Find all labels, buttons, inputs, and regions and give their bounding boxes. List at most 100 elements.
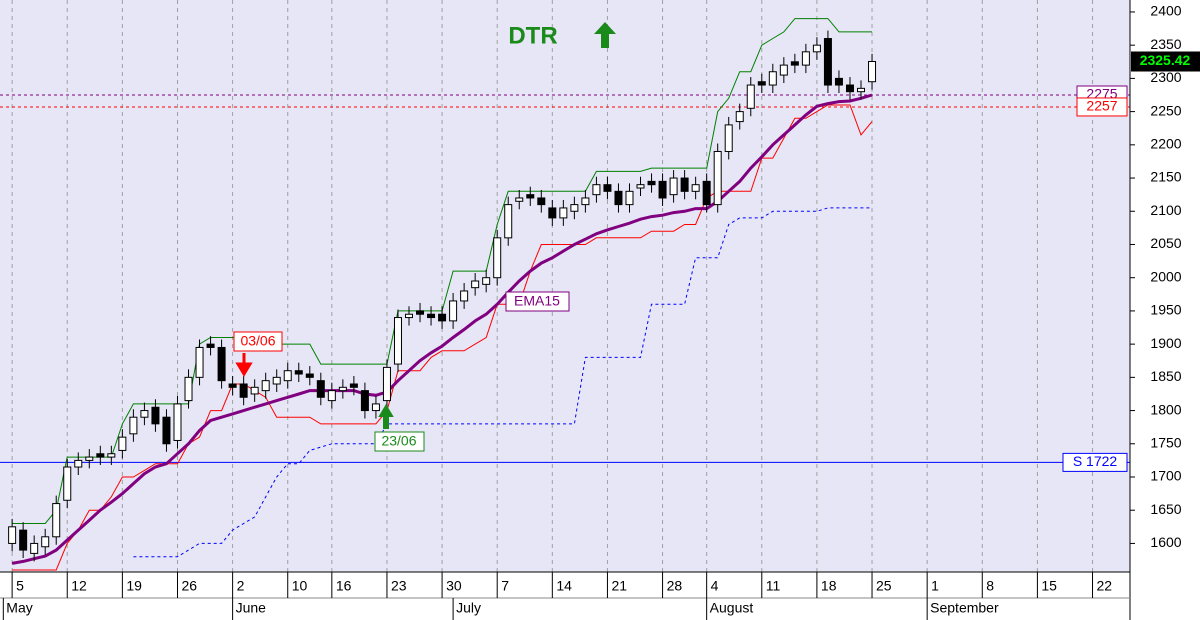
- candle-body: [338, 386, 347, 392]
- candle-body: [504, 204, 513, 239]
- plot-area: [0, 0, 1130, 572]
- y-tick-label: 1850: [1150, 368, 1181, 384]
- candle-body: [493, 237, 502, 279]
- y-tick-label: 2400: [1150, 3, 1181, 19]
- y-tick-label: 1900: [1150, 335, 1181, 351]
- candle-body: [140, 410, 149, 418]
- y-tick-label: 1750: [1150, 434, 1181, 450]
- candle-body: [393, 317, 402, 365]
- candle-body: [206, 343, 215, 348]
- x-tick-label: 19: [126, 578, 142, 594]
- candle-body: [184, 376, 193, 402]
- x-tick-label: 2: [237, 578, 245, 594]
- last-price-box: [1131, 51, 1200, 72]
- x-tick-label: 18: [821, 578, 837, 594]
- candle-body: [173, 403, 182, 441]
- candle-body: [702, 180, 711, 206]
- candle-body: [526, 194, 535, 199]
- candle-body: [52, 503, 61, 538]
- candle-body: [360, 390, 369, 412]
- indicator-line: [133, 207, 872, 558]
- candle-body: [680, 177, 689, 192]
- buy-arrow: [378, 404, 394, 429]
- x-tick-label: 11: [766, 578, 781, 594]
- month-label: September: [930, 600, 999, 616]
- candle-body: [107, 453, 116, 458]
- candle-body: [283, 370, 292, 382]
- candle-body: [162, 416, 171, 445]
- y-tick-label: 1650: [1150, 501, 1181, 517]
- level-label-box: [1076, 97, 1128, 117]
- month-label: May: [6, 600, 32, 616]
- y-tick-label: 2000: [1150, 268, 1181, 284]
- y-tick-label: 2150: [1150, 169, 1181, 185]
- candle-body: [768, 71, 777, 86]
- level-label: 2257: [1086, 98, 1117, 114]
- candle-body: [382, 366, 391, 402]
- candle-body: [405, 313, 414, 319]
- last-price: 2325.42: [1140, 52, 1191, 68]
- candle-body: [471, 280, 480, 289]
- candle-body: [449, 300, 458, 322]
- y-tick-label: 2200: [1150, 136, 1181, 152]
- x-tick-label: 30: [446, 578, 462, 594]
- candle-body: [63, 466, 72, 501]
- candle-body: [834, 77, 843, 86]
- candle-body: [427, 313, 436, 319]
- candle-body: [96, 453, 105, 458]
- candle-body: [868, 61, 877, 83]
- candle-body: [239, 383, 248, 398]
- annotation: 23/06: [381, 433, 416, 449]
- x-tick-label: 23: [391, 578, 407, 594]
- candle-body: [581, 197, 590, 206]
- y-tick-label: 2300: [1150, 69, 1181, 85]
- x-tick-label: 8: [986, 578, 994, 594]
- candle-body: [515, 197, 524, 202]
- candle-body: [713, 150, 722, 206]
- x-tick-label: 15: [1041, 578, 1057, 594]
- candle-body: [812, 44, 821, 53]
- title-arrow: [594, 22, 616, 48]
- candle-body: [845, 84, 854, 93]
- candle-body: [636, 184, 645, 189]
- candle-body: [41, 536, 50, 548]
- candles: [8, 30, 877, 562]
- candle-body: [118, 436, 127, 451]
- month-label: June: [236, 600, 267, 616]
- candle-body: [316, 380, 325, 398]
- sell-arrow: [235, 353, 253, 377]
- candle-body: [74, 459, 83, 468]
- candle-body: [349, 383, 358, 388]
- x-tick-label: 1: [931, 578, 939, 594]
- x-tick-label: 5: [16, 578, 24, 594]
- x-tick-label: 26: [181, 578, 197, 594]
- candle-body: [857, 87, 866, 93]
- candle-body: [460, 290, 469, 302]
- candle-body: [250, 386, 259, 395]
- chart-title: DTR: [508, 22, 557, 49]
- indicator-line: [11, 93, 873, 565]
- candle-body: [272, 376, 281, 385]
- annotation-box: [233, 331, 283, 352]
- x-tick-label: 28: [667, 578, 683, 594]
- candle-body: [614, 190, 623, 206]
- month-label: August: [710, 600, 754, 616]
- candle-body: [261, 380, 270, 392]
- annotation: 03/06: [240, 333, 275, 349]
- level-label-box: [1062, 452, 1128, 472]
- x-tick-label: 12: [71, 578, 87, 594]
- level-label: S 1722: [1073, 453, 1118, 469]
- candle-body: [724, 124, 733, 152]
- candle-body: [647, 180, 656, 186]
- candle-body: [19, 529, 28, 551]
- candle-body: [691, 184, 700, 192]
- candle-body: [559, 207, 568, 219]
- candle-body: [8, 526, 17, 544]
- x-axis-area: [0, 572, 1130, 620]
- series-label-box: [505, 291, 570, 312]
- candle-body: [658, 180, 667, 199]
- candle-body: [779, 64, 788, 76]
- candle-body: [85, 456, 94, 461]
